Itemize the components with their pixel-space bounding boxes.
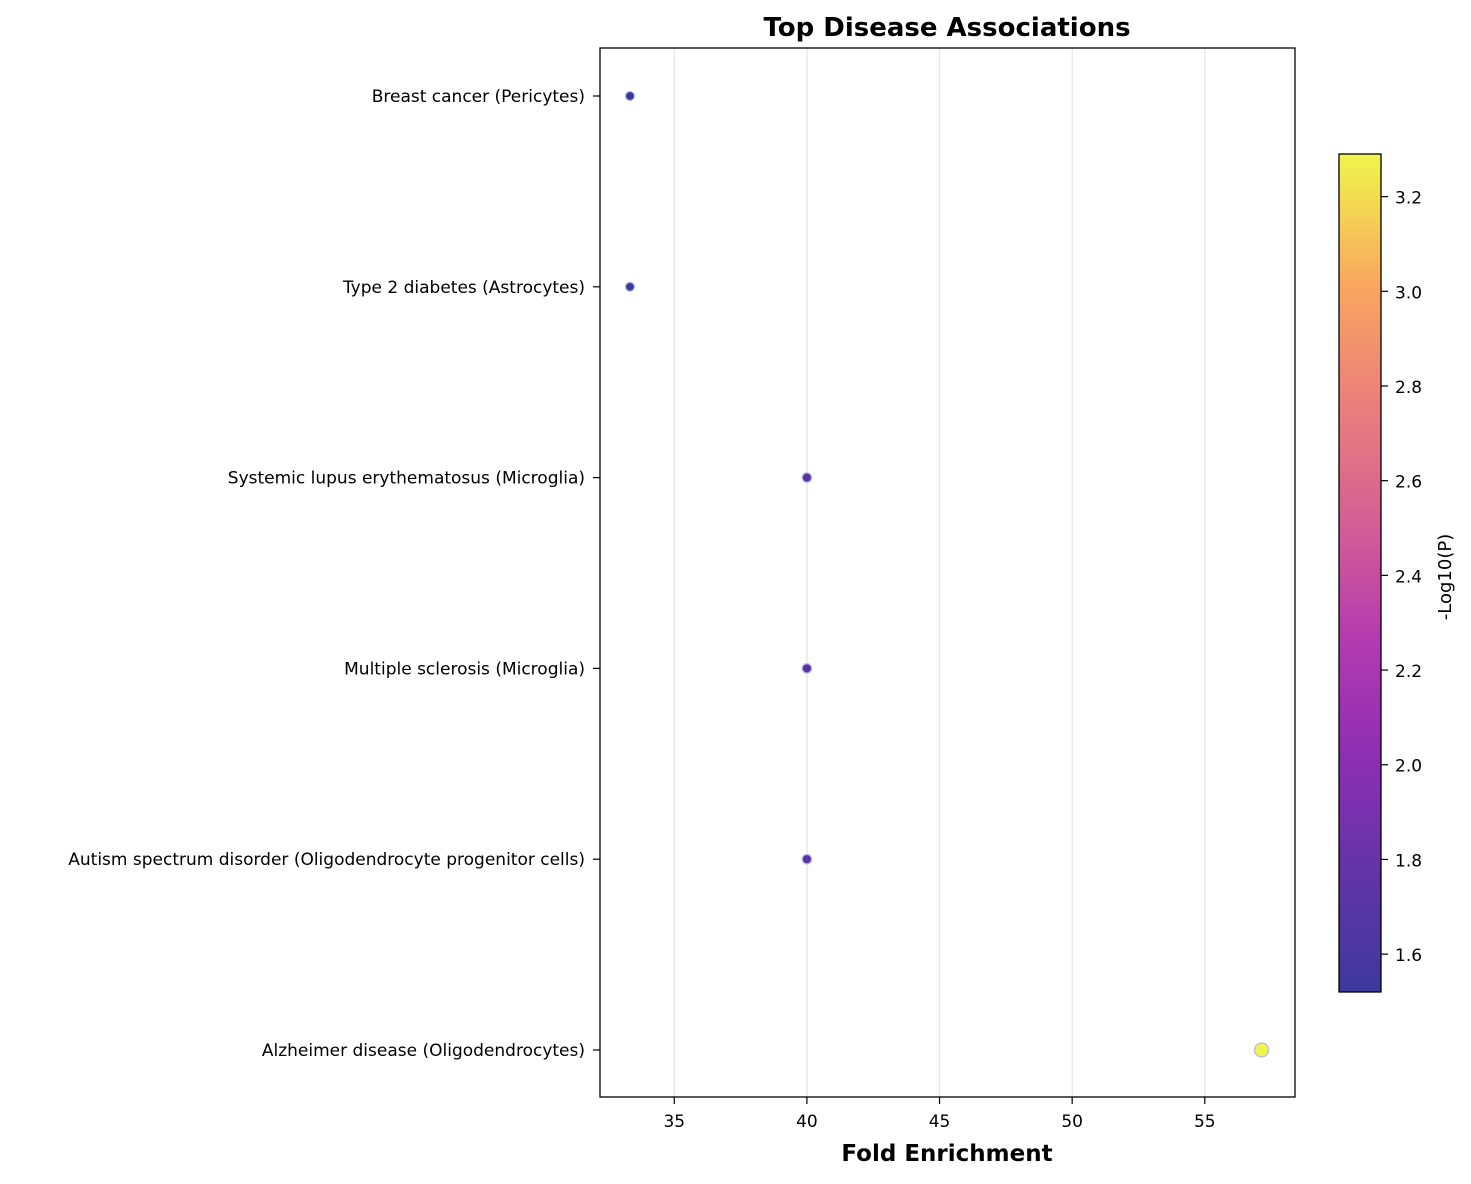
- colorbar-tick-label: 2.0: [1395, 757, 1422, 777]
- y-category-label: Systemic lupus erythematosus (Microglia): [228, 469, 585, 489]
- colorbar-ticks: 1.6 1.8 2.0 2.2 2.4 2.6 2.8 3.0 3.2: [1381, 189, 1422, 966]
- colorbar-tick-label: 1.6: [1395, 946, 1422, 966]
- colorbar-tick-label: 2.2: [1395, 662, 1422, 682]
- data-point: [801, 663, 813, 674]
- y-category-label: Multiple sclerosis (Microglia): [344, 659, 585, 679]
- colorbar-tick-label: 2.6: [1395, 473, 1422, 493]
- x-tick-label: 50: [1061, 1112, 1083, 1132]
- data-points: [624, 90, 1270, 1058]
- plot-frame: [599, 47, 1296, 1098]
- data-point: [801, 853, 813, 865]
- y-category-label: Breast cancer (Pericytes): [372, 87, 585, 107]
- colorbar-tick-label: 1.8: [1395, 851, 1422, 871]
- colorbar-tick-label: 3.0: [1395, 283, 1422, 303]
- x-axis: 35 40 45 50 55: [663, 1097, 1216, 1132]
- y-category-label: Type 2 diabetes (Astrocytes): [342, 278, 585, 298]
- x-tick-label: 40: [796, 1112, 818, 1132]
- x-axis-title: Fold Enrichment: [841, 1141, 1052, 1167]
- colorbar-label: -Log10(P): [1435, 534, 1456, 620]
- data-point: [1253, 1042, 1270, 1058]
- y-category-label: Alzheimer disease (Oligodendrocytes): [262, 1041, 585, 1061]
- y-category-label: Autism spectrum disorder (Oligodendrocyt…: [68, 850, 585, 870]
- x-tick-label: 55: [1194, 1112, 1216, 1132]
- data-point: [624, 281, 636, 292]
- y-axis: Breast cancer (Pericytes) Type 2 diabetes…: [68, 87, 600, 1061]
- grid-lines: [673, 48, 1206, 1097]
- colorbar-gradient: [1338, 153, 1382, 993]
- x-tick-label: 35: [663, 1112, 685, 1132]
- data-point: [624, 90, 636, 102]
- x-tick-label: 45: [929, 1112, 951, 1132]
- colorbar-tick-label: 3.2: [1395, 189, 1422, 209]
- chart-title: Top Disease Associations: [763, 13, 1130, 43]
- data-point: [801, 472, 813, 483]
- colorbar-tick-label: 2.4: [1395, 567, 1422, 587]
- colorbar-tick-label: 2.8: [1395, 378, 1422, 398]
- colorbar: 1.6 1.8 2.0 2.2 2.4 2.6 2.8 3.0 3.2 -Log10(P): [1338, 153, 1456, 993]
